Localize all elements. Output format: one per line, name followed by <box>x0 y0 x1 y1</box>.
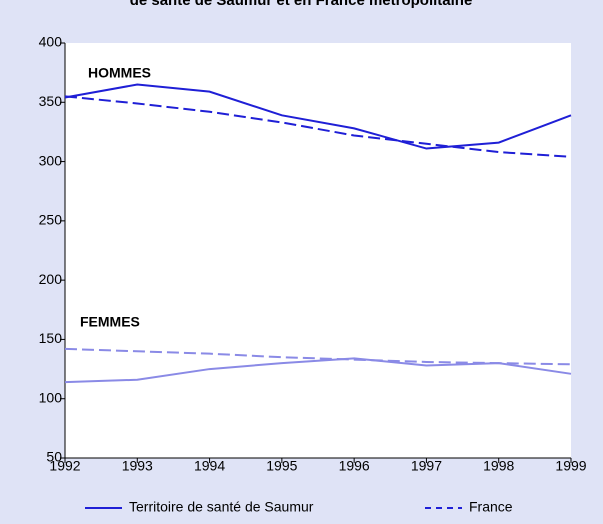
annotation: FEMMES <box>80 314 140 330</box>
x-tick-label: 1996 <box>339 458 370 474</box>
series-line <box>64 357 572 384</box>
legend-label: France <box>469 499 513 515</box>
chart-title: de santé de Saumur et en France métropol… <box>130 0 473 9</box>
x-tick-label: 1997 <box>411 458 442 474</box>
series-line <box>64 83 572 150</box>
y-tick-label: 400 <box>39 34 63 50</box>
x-tick-label: 1992 <box>49 458 80 474</box>
y-tick-label: 50 <box>46 449 62 465</box>
x-tick-label: 1994 <box>194 458 225 474</box>
legend-label: Territoire de santé de Saumur <box>129 499 314 515</box>
x-tick-label: 1998 <box>483 458 514 474</box>
y-tick-label: 200 <box>39 271 63 287</box>
y-tick-label: 100 <box>39 389 63 405</box>
x-tick-label: 1995 <box>266 458 297 474</box>
x-tick-label: 1993 <box>122 458 153 474</box>
y-tick-label: 300 <box>39 152 63 168</box>
annotation: HOMMES <box>88 65 151 81</box>
y-tick-label: 250 <box>39 212 63 228</box>
y-tick-label: 150 <box>39 330 63 346</box>
y-tick-label: 350 <box>39 93 63 109</box>
plot-area <box>65 43 571 458</box>
series-line <box>64 95 572 158</box>
x-tick-label: 1999 <box>555 458 586 474</box>
